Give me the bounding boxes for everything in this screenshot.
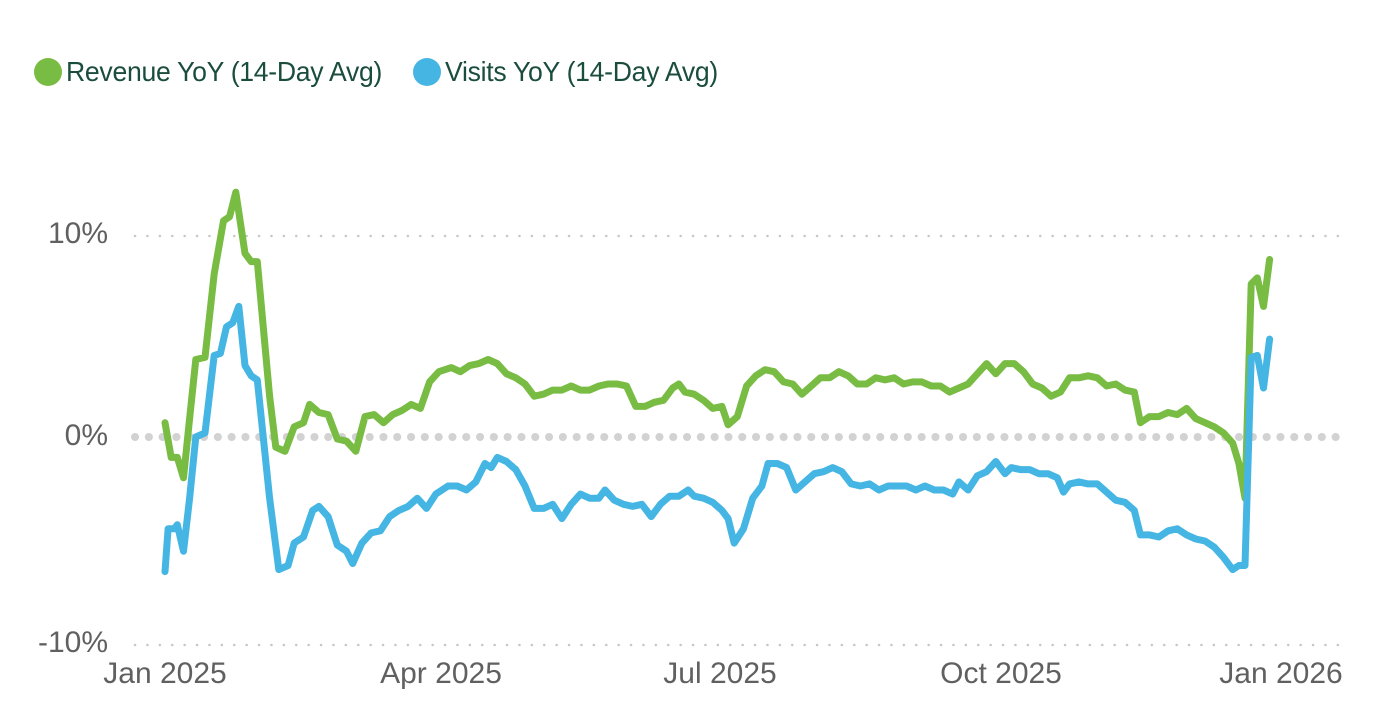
x-tick-jul-2025: Jul 2025 bbox=[663, 657, 777, 690]
legend-label-revenue: Revenue YoY (14-Day Avg) bbox=[66, 56, 383, 87]
y-tick-neg10: -10% bbox=[37, 626, 108, 659]
legend: Revenue YoY (14-Day Avg) Visits YoY (14-… bbox=[34, 50, 746, 94]
legend-label-visits: Visits YoY (14-Day Avg) bbox=[444, 56, 718, 87]
legend-item-revenue[interactable]: Revenue YoY (14-Day Avg) bbox=[34, 56, 399, 88]
x-tick-jan-2026: Jan 2026 bbox=[1219, 657, 1343, 690]
visits-line[interactable] bbox=[161, 302, 1274, 576]
y-tick-0: 0% bbox=[64, 419, 108, 452]
visits-legend-dot-icon bbox=[412, 58, 441, 86]
x-tick-oct-2025: Oct 2025 bbox=[940, 657, 1062, 690]
legend-item-visits[interactable]: Visits YoY (14-Day Avg) bbox=[412, 56, 732, 88]
gridlines bbox=[131, 234, 1344, 647]
revenue-line[interactable] bbox=[161, 188, 1274, 502]
y-tick-10: 10% bbox=[47, 217, 108, 250]
x-tick-apr-2025: Apr 2025 bbox=[380, 657, 502, 690]
x-tick-jan-2025: Jan 2025 bbox=[103, 657, 227, 690]
revenue-legend-dot-icon bbox=[34, 58, 62, 86]
